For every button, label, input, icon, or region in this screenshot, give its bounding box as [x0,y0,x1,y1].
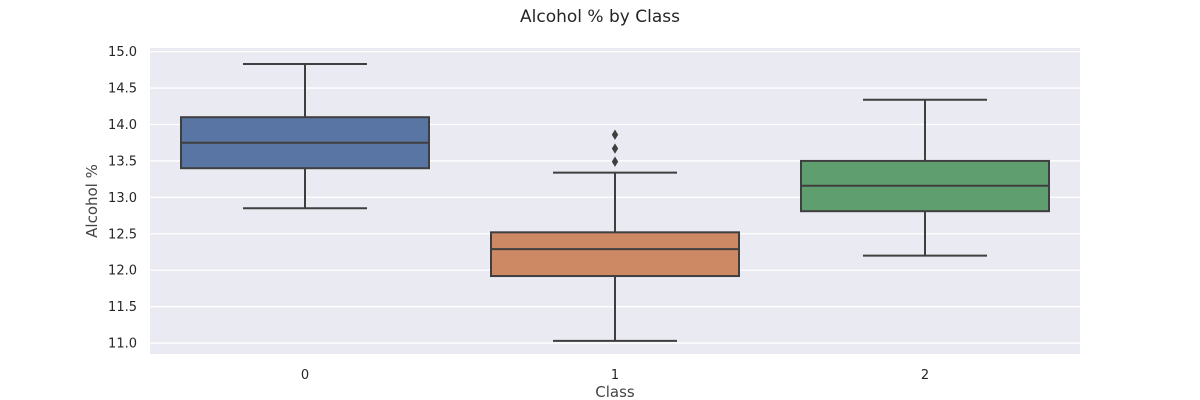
y-tick-label: 12.5 [108,227,137,242]
x-tick-label: 2 [921,368,929,383]
x-axis-label: Class [595,383,635,400]
y-axis-label: Alcohol % [83,164,101,238]
chart-title: Alcohol % by Class [520,7,680,27]
outlier-point [611,143,619,154]
x-tick-label: 0 [301,368,309,383]
box-group-2 [800,98,1050,257]
x-tick-labels: 0 1 2 [301,368,929,383]
y-tick-label: 12.0 [108,264,137,279]
x-tick-label: 1 [611,368,619,383]
outlier-point [611,156,619,167]
box-iqr [490,231,740,278]
y-tick-labels: 11.0 11.5 12.0 12.5 13.0 13.5 14.0 14.5 15.0 [108,45,137,351]
y-tick-label: 14.5 [108,82,137,97]
y-tick-label: 11.5 [108,300,137,315]
boxes [180,63,1050,342]
y-tick-label: 13.5 [108,154,137,169]
y-tick-label: 14.0 [108,118,137,133]
y-tick-label: 13.0 [108,191,137,206]
box-group-1 [490,129,740,342]
y-tick-label: 11.0 [108,337,137,352]
y-tick-label: 15.0 [108,45,137,60]
outlier-point [611,129,619,140]
box-group-0 [180,63,430,210]
